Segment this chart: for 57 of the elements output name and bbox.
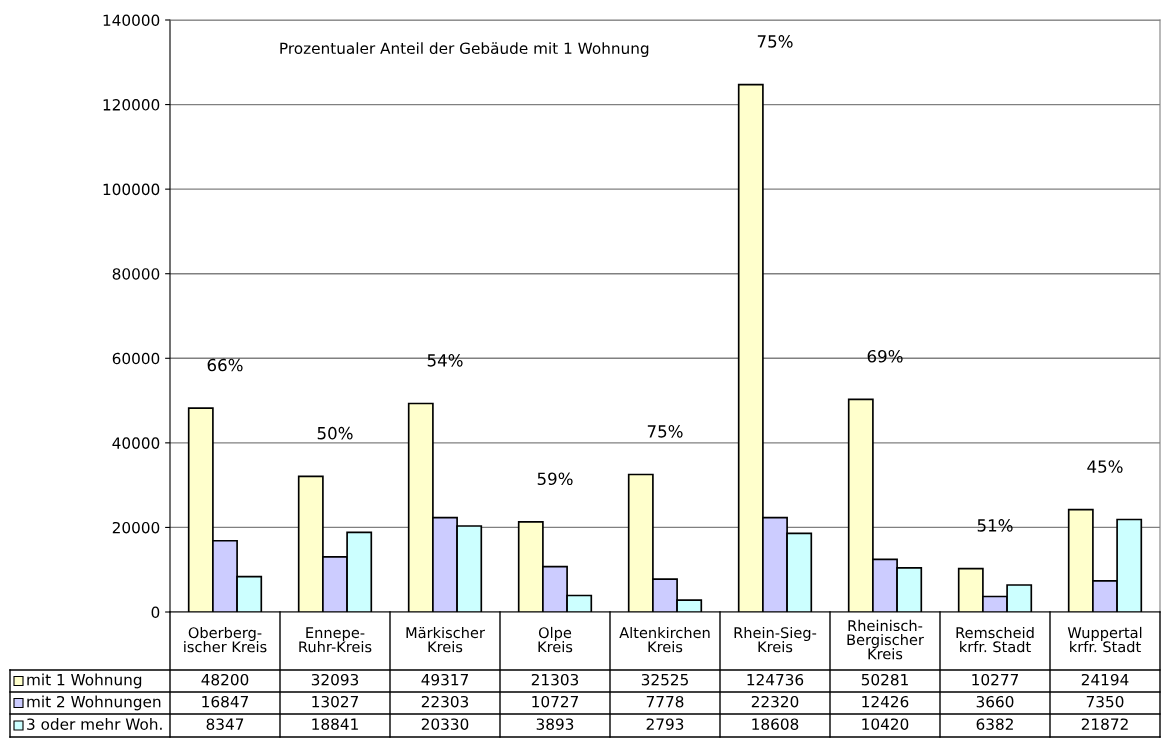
- annotation: 50%: [317, 426, 353, 440]
- data-label: 13027: [312, 695, 358, 708]
- annotation: Prozentualer Anteil der Gebäude mit 1 Wohnung: [280, 42, 649, 57]
- annotation: 59%: [537, 472, 573, 486]
- data-label: 7350: [1086, 695, 1124, 708]
- data-label: 22320: [751, 695, 799, 708]
- legend-label: mit 1 Wohnung: [27, 673, 142, 689]
- data-label: 21872: [1081, 718, 1128, 730]
- x-tick-label: Remscheid krfr. Stadt: [956, 626, 1034, 653]
- annotation: 75%: [757, 35, 793, 48]
- legend-label: 3 oder mehr Woh.: [27, 718, 162, 730]
- data-label: 12426: [862, 695, 909, 708]
- data-label: 32525: [641, 673, 688, 686]
- x-tick-label: Olpe Kreis: [538, 626, 573, 653]
- data-label: 6382: [976, 718, 1013, 730]
- data-label: 24194: [1081, 673, 1129, 686]
- data-label: 32093: [311, 673, 359, 686]
- data-label: 3893: [536, 718, 574, 730]
- x-tick-label: Ennepe- Ruhr-Kreis: [299, 627, 372, 653]
- annotation: 69%: [867, 349, 903, 363]
- data-label: 8347: [206, 718, 244, 730]
- data-label: 48200: [201, 673, 249, 686]
- data-label: 49317: [421, 673, 468, 686]
- data-label: 2793: [646, 718, 684, 730]
- x-tick-label: Rhein-Sieg- Kreis: [734, 626, 817, 653]
- data-label: 18841: [312, 718, 358, 730]
- annotation: 51%: [977, 519, 1013, 532]
- data-label: 10277: [972, 673, 1018, 686]
- y-tick-label: 100000: [103, 183, 160, 196]
- x-tick-label: Altenkirchen Kreis: [619, 626, 710, 653]
- y-tick-label: 140000: [103, 14, 160, 27]
- annotation: 45%: [1087, 460, 1123, 473]
- data-label: 10727: [532, 695, 578, 708]
- y-tick-label: 120000: [103, 99, 160, 111]
- y-tick-label: 20000: [112, 521, 160, 534]
- annotation: 66%: [207, 358, 243, 372]
- data-label: 124736: [747, 673, 804, 686]
- y-tick-label: 60000: [112, 352, 160, 365]
- y-tick-label: 80000: [112, 268, 160, 280]
- data-label: 18608: [752, 718, 799, 730]
- data-label: 10420: [862, 718, 909, 730]
- x-tick-label: Oberberg- ischer Kreis: [184, 626, 267, 653]
- y-tick-label: 40000: [112, 437, 160, 449]
- x-tick-label: Rheinisch- Bergischer Kreis: [847, 619, 924, 660]
- data-label: 7778: [646, 695, 684, 708]
- x-tick-label: Märkischer Kreis: [406, 626, 485, 653]
- data-label: 50281: [861, 673, 908, 686]
- data-label: 21303: [531, 673, 579, 686]
- data-label: 22303: [421, 695, 469, 708]
- y-tick-label: 0: [151, 606, 160, 619]
- data-label: 3660: [976, 695, 1014, 708]
- annotation: 75%: [647, 425, 683, 438]
- annotation: 54%: [427, 354, 463, 367]
- data-label: 16847: [202, 695, 248, 708]
- x-tick-label: Wuppertal krfr. Stadt: [1067, 626, 1142, 653]
- data-label: 20330: [421, 718, 469, 730]
- legend-label: mit 2 Wohnungen: [27, 695, 161, 711]
